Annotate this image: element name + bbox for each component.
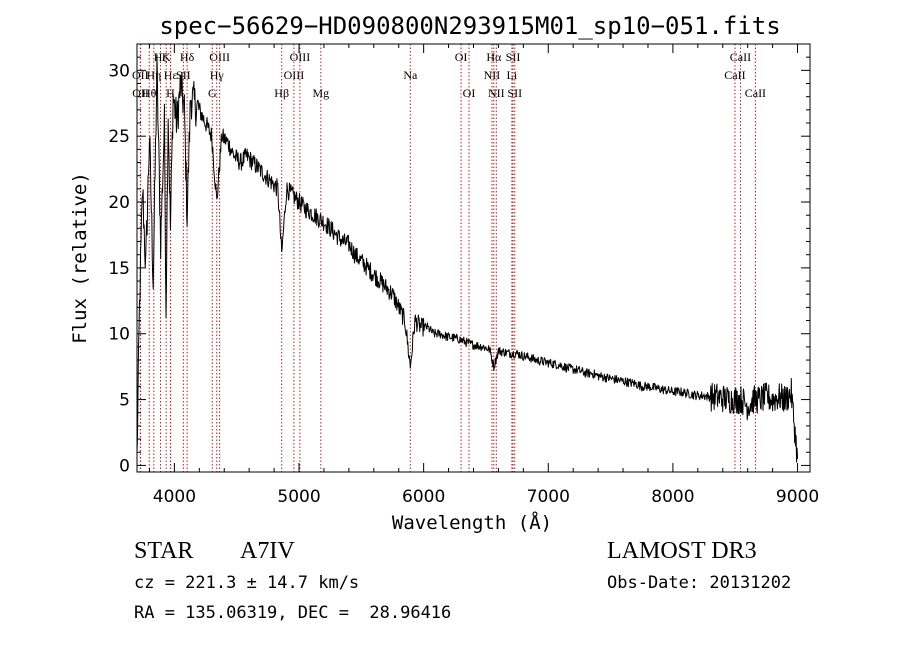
- x-tick-label: 7000: [527, 487, 570, 507]
- marker-label: Hε: [164, 68, 178, 82]
- marker-label: NII: [484, 68, 501, 82]
- marker-label: Hα: [486, 50, 502, 64]
- marker-label: Hη: [146, 68, 161, 82]
- marker-label: Na: [403, 68, 418, 82]
- y-tick-label: 25: [108, 127, 130, 147]
- coordinates: RA = 135.06319, DEC = 28.96416: [134, 603, 452, 623]
- obs-date: Obs-Date: 20131202: [607, 573, 792, 593]
- marker-label: SII: [506, 50, 521, 64]
- x-tick-label: 9000: [776, 487, 819, 507]
- x-tick-label: 5000: [277, 487, 320, 507]
- object-type: STAR: [134, 538, 194, 564]
- marker-label: CaII: [730, 50, 751, 64]
- marker-label: OI: [455, 50, 468, 64]
- marker-label: NII: [488, 86, 505, 100]
- marker-label: OII: [132, 86, 149, 100]
- marker-label: Li: [507, 68, 518, 82]
- spectrum-line: [136, 54, 799, 463]
- x-axis: 4000 5000 6000 7000 8000 9000: [148, 44, 819, 507]
- y-tick-label: 5: [119, 391, 130, 411]
- y-tick-label: 10: [108, 325, 130, 345]
- marker-label: SII: [507, 86, 522, 100]
- chart-title: spec−56629−HD090800N293915M01_sp10−051.f…: [159, 12, 780, 40]
- y-tick-label: 15: [108, 259, 130, 279]
- marker-label: Hθ: [142, 86, 157, 100]
- marker-label: OIII: [290, 50, 311, 64]
- marker-label: K: [162, 50, 171, 64]
- y-tick-label: 30: [108, 61, 130, 81]
- survey-name: LAMOST DR3: [607, 538, 757, 564]
- marker-label: Hβ: [274, 86, 289, 100]
- marker-label: CaII: [745, 86, 766, 100]
- y-axis: 0 5 10 15 20 25 30: [108, 56, 810, 476]
- marker-label: Hγ: [210, 68, 225, 82]
- spectral-subclass: A7IV: [240, 538, 295, 564]
- y-tick-label: 20: [108, 193, 130, 213]
- flux-series: [136, 54, 799, 463]
- plot-frame: [136, 43, 811, 473]
- x-tick-label: 4000: [153, 487, 196, 507]
- marker-label: OIII: [284, 68, 305, 82]
- marker-label: Hδ: [180, 50, 195, 64]
- marker-label: SII: [176, 68, 191, 82]
- marker-label: OII: [132, 68, 149, 82]
- redshift-value: cz = 221.3 ± 14.7 km/s: [134, 573, 360, 593]
- marker-label: CaII: [724, 68, 745, 82]
- marker-label: Mg: [312, 86, 329, 100]
- y-tick-label: 0: [119, 456, 130, 476]
- x-tick-label: 6000: [402, 487, 445, 507]
- x-axis-label: Wavelength (Å): [392, 511, 552, 534]
- x-tick-label: 8000: [651, 487, 694, 507]
- marker-label: OIII: [209, 50, 230, 64]
- marker-label: G: [208, 86, 217, 100]
- marker-label: H: [166, 86, 175, 100]
- marker-label: OI: [463, 86, 476, 100]
- y-axis-label: Flux (relative): [69, 172, 91, 344]
